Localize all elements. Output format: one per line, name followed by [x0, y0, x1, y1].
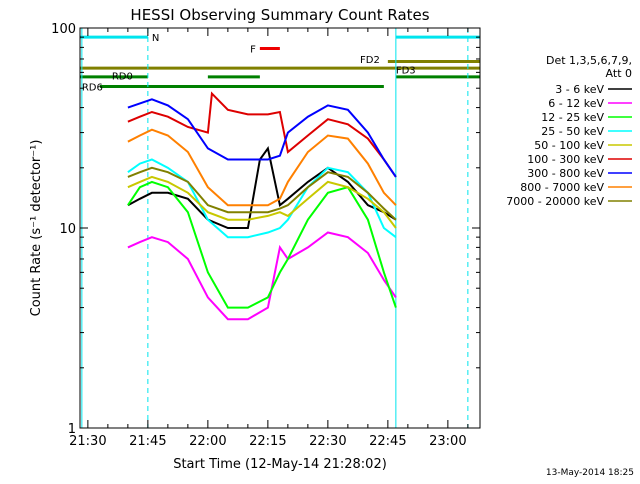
flag-label-fd3: FD3: [396, 66, 416, 77]
x-axis-label: Start Time (12-May-14 21:28:02): [173, 457, 387, 472]
x-tick-label: 22:45: [369, 434, 406, 449]
series-line: [127, 145, 397, 229]
x-tick-label: 21:30: [69, 434, 106, 449]
timestamp: 13-May-2014 18:25: [546, 468, 634, 478]
x-tick-label: 22:00: [189, 434, 226, 449]
x-tick-label: 21:45: [129, 434, 166, 449]
legend-label: 800 - 7000 keV: [520, 181, 604, 194]
series-line: [127, 175, 397, 229]
legend-label: 6 - 12 keV: [548, 97, 604, 110]
legend-label: 100 - 300 keV: [527, 153, 604, 166]
legend-title: Att 0: [606, 67, 632, 80]
legend-title: Det 1,3,5,6,7,9,: [546, 54, 632, 67]
flag-label-rd0: RD0: [112, 71, 133, 82]
data-series: [127, 91, 397, 321]
flag-label-rd6: RD6: [82, 82, 103, 93]
legend-label: 12 - 25 keV: [541, 111, 604, 124]
series-line: [127, 166, 397, 221]
series-line: [127, 128, 397, 207]
series-line: [127, 91, 397, 178]
y-axis-label: Count Rate (s⁻¹ detector⁻¹): [29, 140, 44, 317]
series-line: [127, 98, 397, 178]
x-tick-label: 23:00: [429, 434, 466, 449]
y-tick-label: 10: [59, 222, 76, 237]
x-tick-label: 22:15: [249, 434, 286, 449]
y-tick-label: 1: [68, 422, 76, 437]
legend-label: 300 - 800 keV: [527, 167, 604, 180]
legend-label: 50 - 100 keV: [534, 139, 604, 152]
x-tick-label: 22:30: [309, 434, 346, 449]
x-axis: 21:30 21:45 22:00 22:15 22:30 22:45 23:00: [69, 28, 469, 449]
flag-label-fd2: FD2: [360, 55, 380, 66]
y-axis: 1 10 100: [51, 22, 480, 437]
y-tick-label: 100: [51, 22, 76, 37]
legend-label: 25 - 50 keV: [541, 125, 604, 138]
series-line: [127, 158, 397, 239]
flag-label-f: F: [250, 44, 256, 55]
legend-label: 3 - 6 keV: [555, 83, 604, 96]
legend-label: 7000 - 20000 keV: [506, 195, 604, 208]
flag-label-n: N: [152, 33, 159, 44]
series-line: [127, 231, 397, 321]
chart-title: HESSI Observing Summary Count Rates: [130, 6, 429, 24]
series-line: [127, 180, 397, 309]
